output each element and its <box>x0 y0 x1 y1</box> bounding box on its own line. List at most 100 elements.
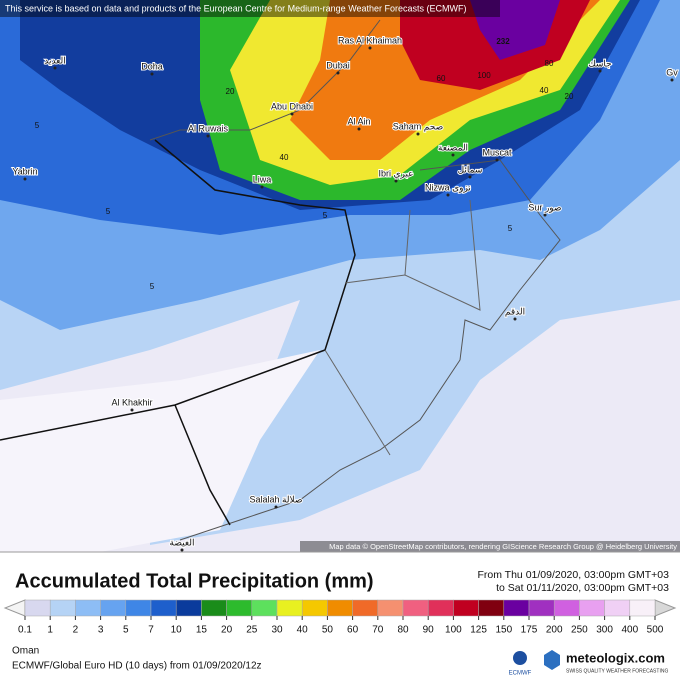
colorbar-label: 25 <box>246 625 258 636</box>
contour-label: 20 <box>565 92 574 101</box>
place-label: Sur صور <box>528 202 561 213</box>
colorbar-arrow-left <box>3 599 26 617</box>
colorbar-label: 80 <box>397 625 409 636</box>
colorbar-arrow-right <box>654 599 677 617</box>
legend-title: Accumulated Total Precipitation (mm) <box>15 570 374 592</box>
contour-label: 100 <box>477 71 491 80</box>
city-dot <box>543 213 547 217</box>
contour-label: 5 <box>150 282 155 291</box>
place-label: Muscat <box>482 147 512 157</box>
colorbar-label: 125 <box>470 625 487 636</box>
ecmwf: ECMWF <box>509 671 532 677</box>
place-label: Abu Dhabi <box>271 101 313 111</box>
place-label: الدقم <box>505 306 525 317</box>
city-dot <box>180 548 184 552</box>
city-dot <box>513 317 517 321</box>
colorbar-label: 60 <box>347 625 359 636</box>
banner-bg <box>0 0 500 17</box>
colorbar-swatch <box>553 599 580 617</box>
contour-label: 5 <box>508 224 513 233</box>
place-label: Ras Al Khaimah <box>338 35 402 45</box>
place-label: العديد <box>44 55 66 65</box>
place-label: Saham صحم <box>393 121 443 132</box>
map <box>0 0 680 552</box>
colorbar-swatch <box>201 599 227 617</box>
colorbar-label: 100 <box>445 625 462 636</box>
place-label: المصنعة <box>438 142 468 152</box>
city-dot <box>394 179 398 183</box>
colorbar-label: 20 <box>221 625 233 636</box>
tagline: SWISS QUALITY WEATHER FORECASTING <box>566 668 668 674</box>
colorbar-swatch <box>629 599 656 617</box>
city-dot <box>150 72 154 76</box>
contour-label: 5 <box>35 121 40 130</box>
city-dot <box>336 71 340 75</box>
place-label: جاسك <box>588 58 611 68</box>
city-dot <box>368 46 372 50</box>
attribution: Map data © OpenStreetMap contributors, r… <box>329 542 677 551</box>
colorbar-swatch <box>503 599 530 617</box>
colorbar-swatch <box>175 599 202 617</box>
colorbar-swatch <box>377 599 404 617</box>
colorbar-swatch <box>352 599 379 617</box>
colorbar-swatch <box>301 599 328 617</box>
region: Oman <box>12 646 39 657</box>
contour-label: 60 <box>437 74 446 83</box>
city-dot <box>670 78 674 82</box>
colorbar-swatch <box>453 599 479 617</box>
colorbar-label: 175 <box>521 625 538 636</box>
city-dot <box>446 193 450 197</box>
attribution-bg <box>300 541 680 552</box>
contour-label: 40 <box>280 153 289 162</box>
colorbar-swatch <box>75 599 101 617</box>
city-dot <box>53 66 57 70</box>
colorbar-swatch <box>251 599 278 617</box>
colorbar-swatch <box>49 599 76 617</box>
colorbar-label: 10 <box>171 625 183 636</box>
colorbar-swatch <box>276 599 303 617</box>
contour-label: 40 <box>540 86 549 95</box>
colorbar-label: 40 <box>297 625 309 636</box>
colorbar-swatch <box>226 599 253 617</box>
brand-logo <box>544 650 560 670</box>
colorbar-swatch <box>150 599 177 617</box>
colorbar-swatch <box>478 599 505 617</box>
place-label: Al Khakhir <box>111 397 152 407</box>
city-dot <box>23 177 27 181</box>
colorbar-swatch <box>100 599 127 617</box>
contour-label: 80 <box>545 59 554 68</box>
colorbar-swatch <box>327 599 353 617</box>
city-dot <box>495 158 499 162</box>
colorbar-swatch <box>125 599 152 617</box>
period-to: to Sat 01/11/2020, 03:00pm GMT+03 <box>496 582 669 594</box>
place-label: Dubai <box>326 60 350 70</box>
colorbar-label: 1 <box>47 625 53 636</box>
city-dot <box>130 408 134 412</box>
colorbar-label: 90 <box>423 625 435 636</box>
city-dot <box>206 134 210 138</box>
colorbar-label: 200 <box>546 625 563 636</box>
colorbar-swatch <box>528 599 555 617</box>
colorbar-label: 150 <box>495 625 512 636</box>
colorbar-swatch <box>604 599 631 617</box>
colorbar-label: 500 <box>647 625 664 636</box>
colorbar-label: 50 <box>322 625 334 636</box>
colorbar-label: 0.1 <box>18 625 32 636</box>
place-label: Nizwa نزوى <box>425 182 471 193</box>
brand: meteologix.com <box>566 650 665 665</box>
place-label: Doha <box>141 61 163 71</box>
colorbar-label: 70 <box>372 625 384 636</box>
colorbar-swatch <box>24 599 51 617</box>
place-label: Yabrin <box>12 166 37 176</box>
period-from: From Thu 01/09/2020, 03:00pm GMT+03 <box>477 569 669 581</box>
contour-label: 5 <box>323 211 328 220</box>
city-dot <box>416 132 420 136</box>
city-dot <box>260 185 264 189</box>
contour-label: 5 <box>106 207 111 216</box>
place-label: Salalah صلالة <box>249 494 302 504</box>
colorbar-swatch <box>427 599 454 617</box>
colorbar-swatch <box>402 599 429 617</box>
colorbar-label: 3 <box>98 625 104 636</box>
colorbar-label: 15 <box>196 625 208 636</box>
